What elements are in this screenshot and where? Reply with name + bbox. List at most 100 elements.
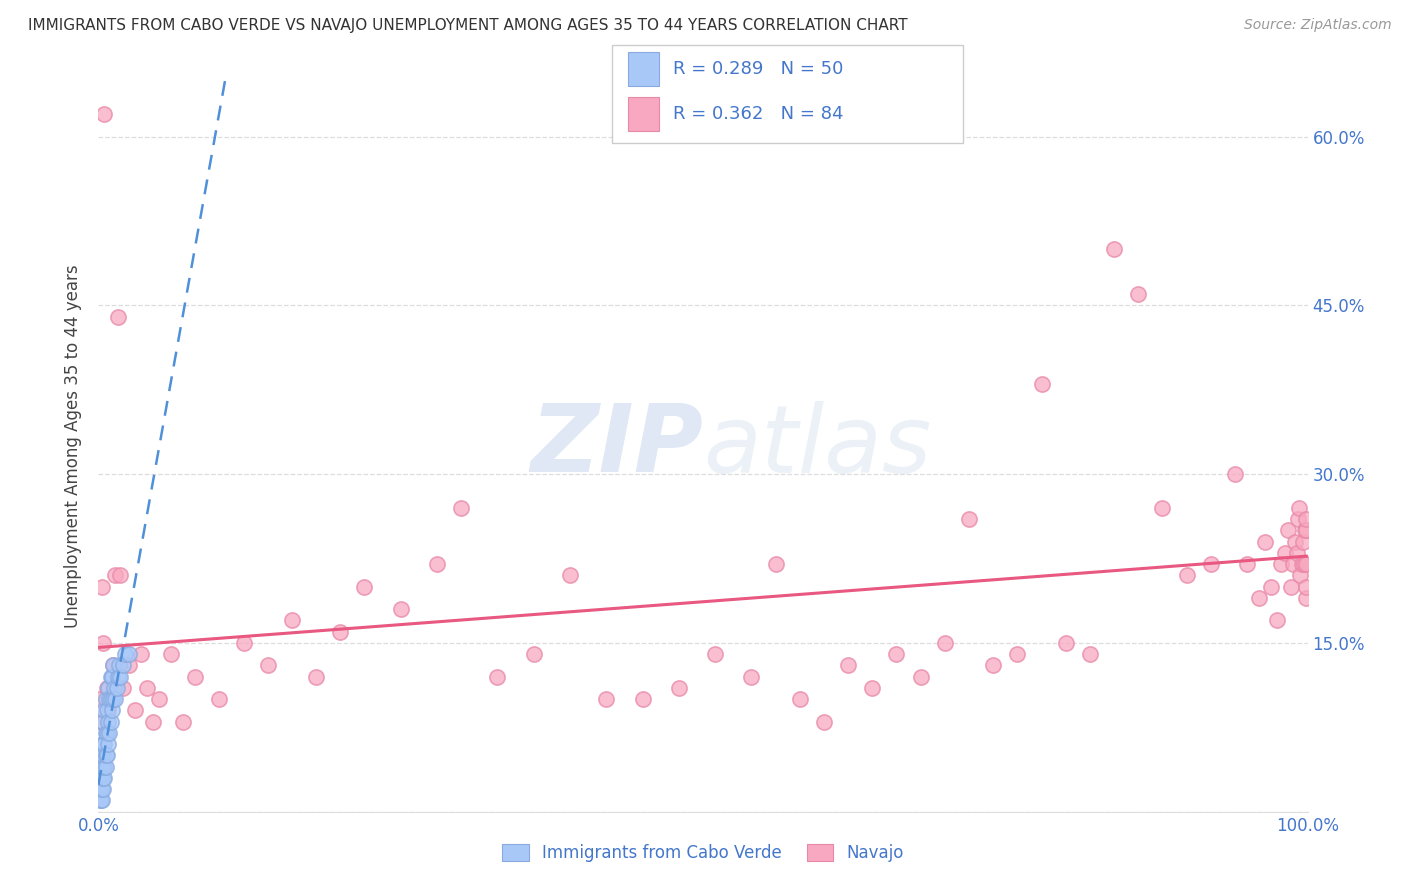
Point <box>160 647 183 661</box>
Point <box>118 647 141 661</box>
Y-axis label: Unemployment Among Ages 35 to 44 years: Unemployment Among Ages 35 to 44 years <box>65 264 83 628</box>
Point <box>1279 580 1302 594</box>
Point <box>1282 557 1305 571</box>
Point <box>148 692 170 706</box>
Point <box>100 703 122 717</box>
Point <box>1289 568 1312 582</box>
Point <box>1274 546 1296 560</box>
Point <box>486 670 509 684</box>
Point <box>98 692 121 706</box>
Point <box>1288 500 1310 515</box>
Point <box>91 748 114 763</box>
Point <box>94 760 117 774</box>
Point <box>1292 557 1315 571</box>
Point <box>668 681 690 695</box>
Legend: Immigrants from Cabo Verde, Navajo: Immigrants from Cabo Verde, Navajo <box>502 844 904 862</box>
Point <box>450 500 472 515</box>
Point <box>91 782 114 797</box>
Point <box>91 760 114 774</box>
Point <box>1260 580 1282 594</box>
Point <box>389 602 412 616</box>
Point <box>103 681 125 695</box>
Point <box>1270 557 1292 571</box>
Point <box>172 714 194 729</box>
Point <box>89 793 111 807</box>
Point <box>96 748 118 763</box>
Text: atlas: atlas <box>703 401 931 491</box>
Point <box>111 658 134 673</box>
Point <box>91 782 114 797</box>
Point <box>93 771 115 785</box>
Point <box>1277 524 1299 538</box>
Point <box>740 670 762 684</box>
Point <box>91 760 114 774</box>
Point <box>104 692 127 706</box>
Point <box>94 748 117 763</box>
Point <box>426 557 449 571</box>
Point <box>91 771 114 785</box>
Point <box>90 782 112 797</box>
Point <box>704 647 727 661</box>
Point <box>91 737 114 751</box>
Point <box>108 568 131 582</box>
Point <box>957 512 980 526</box>
Point <box>1223 467 1246 482</box>
Point <box>765 557 787 571</box>
Point <box>129 647 152 661</box>
Point <box>100 670 122 684</box>
Point <box>91 771 114 785</box>
Point <box>90 760 112 774</box>
Point <box>837 658 859 673</box>
Point <box>98 726 121 740</box>
Point <box>281 614 304 628</box>
Point <box>232 636 254 650</box>
Point <box>89 692 111 706</box>
Text: R = 0.289   N = 50: R = 0.289 N = 50 <box>673 60 844 78</box>
Point <box>1295 557 1317 571</box>
Point <box>97 737 120 751</box>
Point <box>558 568 581 582</box>
Point <box>789 692 811 706</box>
Point <box>329 624 352 639</box>
Text: ZIP: ZIP <box>530 400 703 492</box>
Point <box>91 793 114 807</box>
Point <box>101 658 124 673</box>
Point <box>1249 591 1271 605</box>
Point <box>1295 580 1317 594</box>
Point <box>93 703 115 717</box>
Point <box>91 636 114 650</box>
Point <box>1175 568 1198 582</box>
Point <box>353 580 375 594</box>
Point <box>100 692 122 706</box>
Point <box>135 681 157 695</box>
Point <box>1254 534 1277 549</box>
Point <box>93 760 115 774</box>
Text: IMMIGRANTS FROM CABO VERDE VS NAVAJO UNEMPLOYMENT AMONG AGES 35 TO 44 YEARS CORR: IMMIGRANTS FROM CABO VERDE VS NAVAJO UNE… <box>28 18 908 33</box>
Point <box>1102 242 1125 256</box>
Point <box>1152 500 1174 515</box>
Point <box>886 647 908 661</box>
Point <box>142 714 165 729</box>
Point <box>91 748 114 763</box>
Point <box>1285 546 1308 560</box>
Point <box>595 692 617 706</box>
Point <box>1286 512 1309 526</box>
Point <box>1294 524 1316 538</box>
Point <box>97 714 120 729</box>
Point <box>108 658 131 673</box>
Point <box>93 737 115 751</box>
Point <box>1295 524 1317 538</box>
Point <box>89 771 111 785</box>
Point <box>107 310 129 324</box>
Point <box>981 658 1004 673</box>
Point <box>1284 534 1306 549</box>
Point <box>118 658 141 673</box>
Point <box>100 714 122 729</box>
Point <box>1291 557 1313 571</box>
Point <box>101 658 124 673</box>
Point <box>1292 534 1315 549</box>
Point <box>1295 591 1317 605</box>
Point <box>1078 647 1101 661</box>
Point <box>93 107 115 121</box>
Point <box>96 703 118 717</box>
